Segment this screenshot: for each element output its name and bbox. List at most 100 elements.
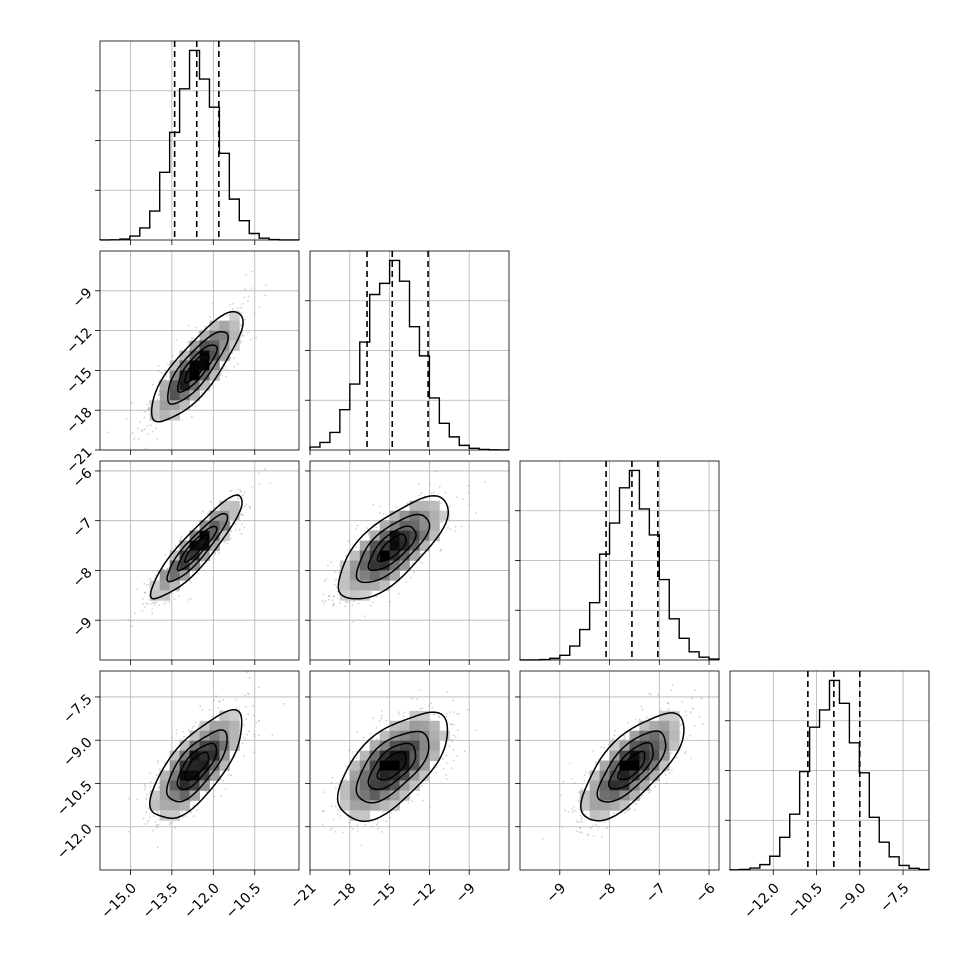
scatter-point (441, 521, 444, 524)
scatter-point (141, 430, 143, 433)
scatter-point (170, 821, 172, 824)
scatter-point (219, 373, 222, 376)
scatter-point (201, 708, 204, 711)
scatter-point (444, 491, 447, 494)
density-cell (209, 750, 220, 761)
scatter-point (438, 715, 441, 717)
density-cell (229, 320, 240, 331)
scatter-point (397, 711, 400, 713)
scatter-point (147, 603, 150, 605)
scatter-point (143, 783, 146, 786)
scatter-point (238, 529, 241, 531)
scatter-point (165, 375, 168, 378)
scatter-point (243, 296, 246, 299)
scatter-point (155, 774, 158, 777)
scatter-point (148, 409, 151, 411)
scatter-point (253, 735, 256, 738)
scatter-point (216, 508, 219, 510)
scatter-point (389, 601, 392, 603)
scatter-point (157, 364, 160, 367)
contour-level-1 (355, 730, 430, 804)
density-cell (339, 780, 351, 791)
scatter-point (418, 483, 420, 486)
scatter-point (136, 428, 139, 430)
scatter-point (190, 811, 193, 813)
scatter-point (149, 578, 152, 580)
scatter-point (107, 431, 110, 434)
y-tick-label: −7 (70, 515, 96, 541)
scatter-point (247, 693, 250, 695)
density-cell (419, 740, 430, 751)
scatter-point (346, 600, 349, 603)
density-cell (199, 720, 210, 732)
scatter-point (146, 432, 149, 435)
scatter-point (133, 612, 136, 615)
density-cell (339, 590, 351, 601)
scatter-point (146, 793, 149, 796)
scatter-point (382, 512, 385, 515)
scatter-point (370, 591, 373, 594)
scatter-point (375, 526, 378, 528)
density-cell (159, 790, 171, 801)
scatter-point (153, 815, 155, 817)
scatter-point (220, 795, 222, 798)
scatter-point (230, 537, 232, 540)
scatter-point (421, 707, 424, 710)
scatter-point (344, 605, 347, 608)
density-cell (369, 530, 381, 541)
scatter-point (428, 807, 431, 809)
scatter-point (180, 535, 183, 537)
scatter-point (461, 525, 463, 528)
scatter-point (201, 560, 204, 563)
density-cell (179, 570, 190, 581)
scatter-point (240, 513, 243, 516)
density-cell (379, 800, 390, 811)
density-cell (379, 580, 390, 591)
scatter-point (336, 590, 339, 593)
scatter-point (430, 492, 433, 495)
scatter-point (225, 375, 228, 378)
scatter-point (437, 716, 440, 718)
scatter-point (217, 707, 220, 709)
scatter-point (389, 816, 391, 819)
scatter-point (165, 601, 167, 604)
scatter-point (258, 734, 261, 737)
scatter-point (352, 621, 355, 623)
scatter-point (247, 300, 249, 302)
scatter-point (421, 784, 423, 787)
scatter-point (348, 768, 350, 771)
scatter-point (450, 767, 453, 770)
scatter-point (218, 700, 221, 703)
density-cell (159, 390, 171, 401)
density-cell (379, 760, 390, 771)
density-cell (159, 400, 171, 411)
scatter-point (149, 785, 152, 788)
density-cell (419, 730, 430, 742)
scatter-point (449, 711, 451, 713)
scatter-point (175, 732, 178, 735)
density-cell (179, 760, 190, 771)
scatter-point (143, 428, 146, 431)
density-cell (379, 530, 390, 541)
density-cell (419, 530, 430, 541)
scatter-point (239, 336, 242, 339)
panel-frame (99, 670, 300, 871)
scatter-point (450, 723, 452, 726)
scatter-point (133, 437, 136, 440)
density-cell (359, 810, 371, 821)
scatter-point (240, 324, 242, 327)
density-cell (159, 410, 171, 421)
scatter-point (201, 391, 203, 394)
density-cell (389, 720, 400, 732)
scatter-point (151, 601, 154, 604)
scatter-point (380, 831, 383, 833)
scatter-point (411, 562, 414, 565)
scatter-point (143, 416, 146, 419)
panel-0-0 (95, 40, 300, 245)
scatter-point (445, 774, 447, 776)
scatter-point (338, 571, 341, 573)
plot-area (542, 683, 704, 840)
density-cell (349, 790, 361, 801)
scatter-point (433, 491, 435, 494)
scatter-point (435, 766, 438, 769)
